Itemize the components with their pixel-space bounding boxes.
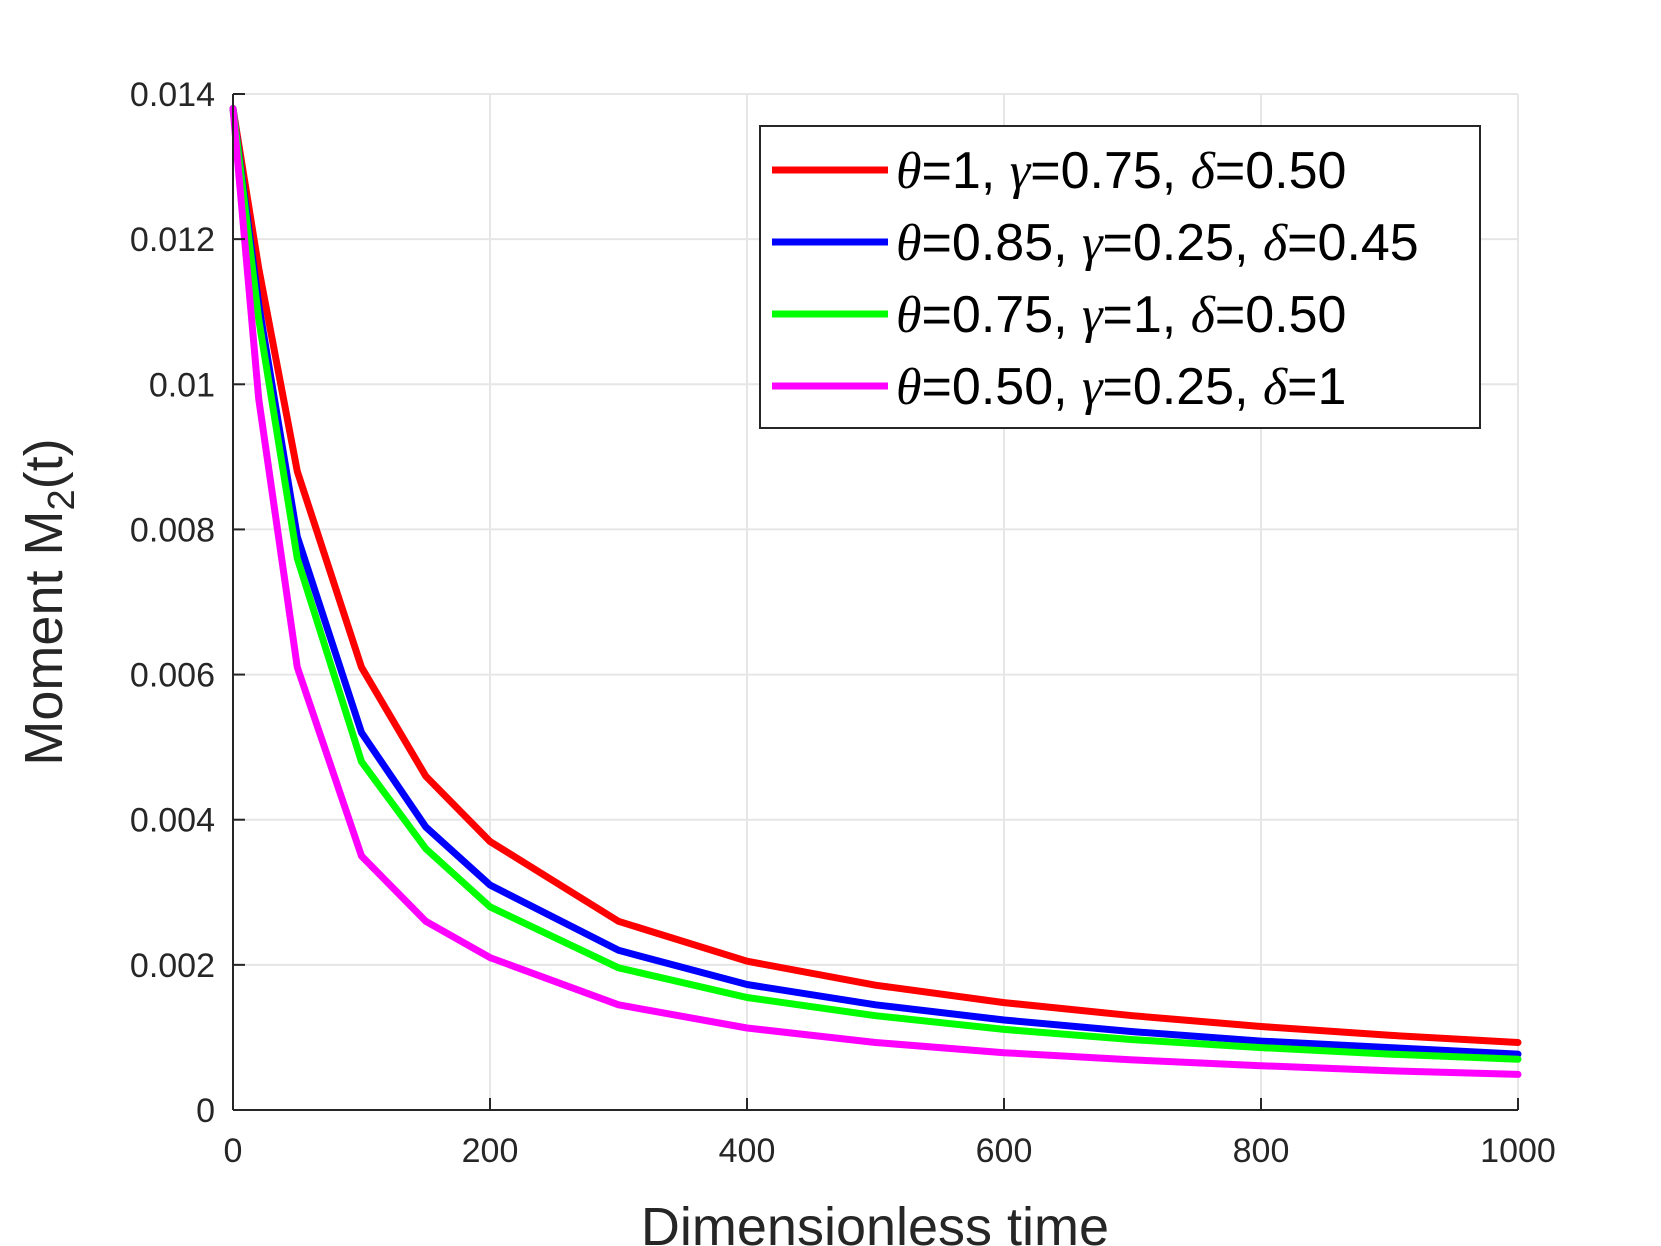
y-tick-label: 0.008 (130, 511, 215, 549)
x-tick-label: 1000 (1480, 1132, 1556, 1170)
y-tick-label: 0.012 (130, 221, 215, 259)
x-tick-label: 400 (719, 1132, 776, 1170)
y-tick-label: 0.002 (130, 947, 215, 985)
grid-lines (233, 93, 1519, 1110)
y-axis-title-main: Moment M (14, 511, 74, 766)
tick-labels: 0 200 400 600 800 1000 0 0.002 0.004 0.006 0.008 0.… (130, 76, 1556, 1170)
legend-box (759, 125, 1481, 429)
series-line-2 (229, 105, 1522, 1058)
data-series (229, 105, 1522, 1078)
x-tick-label: 200 (462, 1132, 519, 1170)
y-tick-label: 0.01 (149, 366, 215, 404)
y-tick-label: 0.004 (130, 802, 215, 840)
x-tick-label: 600 (976, 1132, 1033, 1170)
x-tick-label: 800 (1233, 1132, 1290, 1170)
legend: θ=1, γ=0.75, δ=0.50 θ=0.85, γ=0.25, δ=0.4… (759, 125, 1481, 429)
legend-label-4: θ=0.50, γ=0.25, δ=1 (896, 358, 1346, 416)
series-line-4 (229, 105, 1522, 1078)
y-axis-title-tail: (t) (14, 438, 74, 489)
y-tick-label: 0.014 (130, 76, 215, 114)
y-axis-title: Moment M2(t) (14, 438, 83, 765)
y-axis-title-subscript: 2 (41, 489, 83, 510)
axes (232, 93, 1519, 1111)
x-axis-title: Dimensionless time (641, 1197, 1109, 1246)
series-line-3 (229, 105, 1522, 1063)
y-tick-label: 0.006 (130, 657, 215, 695)
y-tick-label: 0 (196, 1092, 215, 1130)
legend-label-2: θ=0.85, γ=0.25, δ=0.45 (896, 214, 1419, 272)
legend-label-1: θ=1, γ=0.75, δ=0.50 (896, 142, 1346, 200)
x-tick-label: 0 (224, 1132, 243, 1170)
legend-label-3: θ=0.75, γ=1, δ=0.50 (896, 286, 1346, 344)
series-line-1 (229, 105, 1522, 1046)
